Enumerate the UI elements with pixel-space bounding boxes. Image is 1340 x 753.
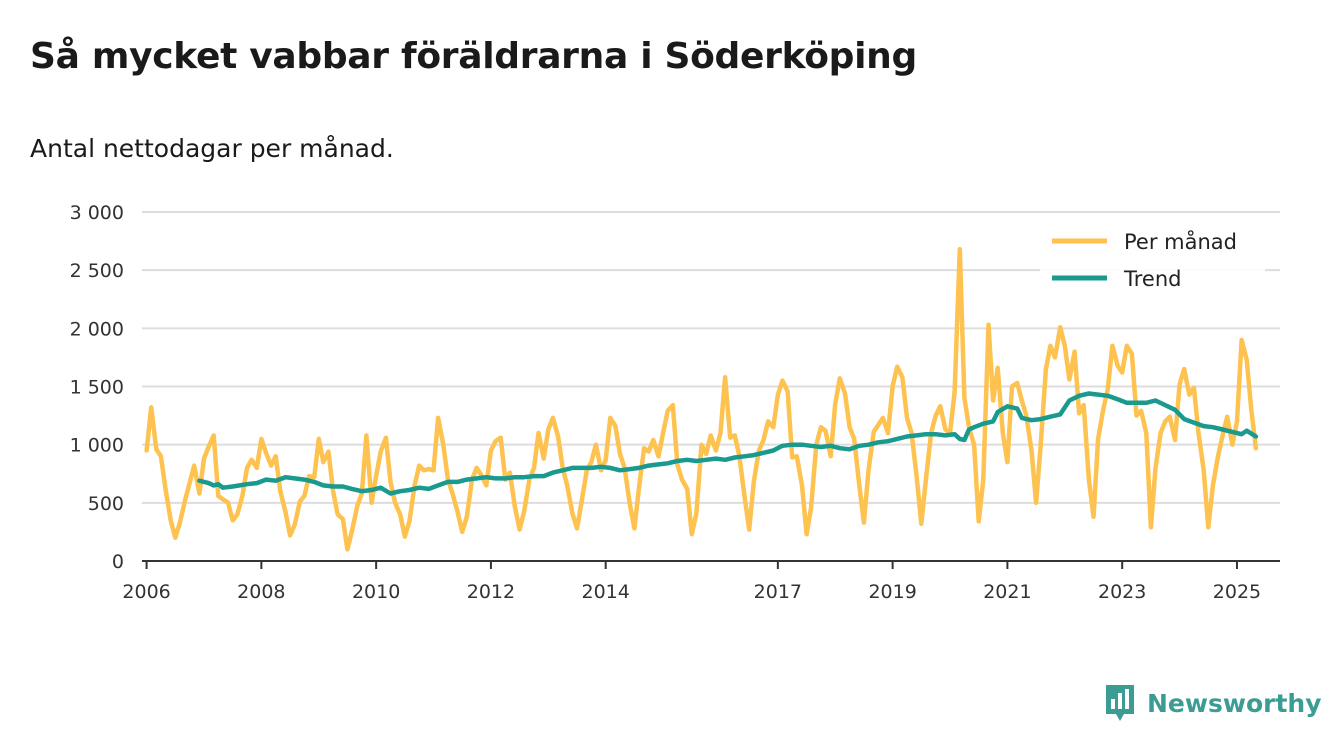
x-tick-label: 2017 bbox=[754, 581, 802, 603]
chart-subtitle: Antal nettodagar per månad. bbox=[30, 134, 394, 163]
x-tick-label: 2019 bbox=[868, 581, 916, 603]
legend-label: Per månad bbox=[1124, 229, 1237, 254]
x-tick-label: 2023 bbox=[1098, 581, 1146, 603]
x-tick-label: 2006 bbox=[122, 581, 170, 603]
x-axis-ticks: 2006 2008 2010 2012 2014 2017 2019 2021 2023 2025 bbox=[122, 561, 1261, 603]
y-tick-label: 2 000 bbox=[70, 318, 124, 340]
series-line-per-manad bbox=[144, 246, 1259, 552]
x-tick-label: 2021 bbox=[983, 581, 1031, 603]
y-tick-label: 1 000 bbox=[70, 435, 124, 457]
x-tick-label: 2012 bbox=[467, 581, 515, 603]
y-tick-label: 3 000 bbox=[70, 202, 124, 224]
series-line-trend bbox=[197, 391, 1259, 496]
legend: Per månad Trend bbox=[1040, 222, 1265, 297]
newsworthy-logo-icon bbox=[1106, 685, 1134, 721]
x-tick-label: 2010 bbox=[352, 581, 400, 603]
x-tick-label: 2025 bbox=[1213, 581, 1261, 603]
page-title: Så mycket vabbar föräldrarna i Söderköpi… bbox=[30, 36, 917, 77]
y-tick-label: 0 bbox=[112, 551, 124, 573]
legend-background bbox=[1040, 222, 1265, 297]
brand-name: Newsworthy bbox=[1147, 688, 1322, 718]
y-tick-label: 500 bbox=[88, 493, 124, 515]
y-tick-label: 1 500 bbox=[70, 377, 124, 399]
series-lines bbox=[144, 246, 1259, 552]
x-tick-label: 2014 bbox=[582, 581, 630, 603]
grid-lines bbox=[142, 211, 1280, 504]
y-axis-ticks: 0 500 1 000 1 500 2 000 2 500 3 000 bbox=[70, 202, 124, 573]
brand-logo: Newsworthy bbox=[1103, 683, 1322, 723]
y-tick-label: 2 500 bbox=[70, 260, 124, 282]
x-tick-label: 2008 bbox=[237, 581, 285, 603]
legend-label: Trend bbox=[1123, 267, 1181, 291]
